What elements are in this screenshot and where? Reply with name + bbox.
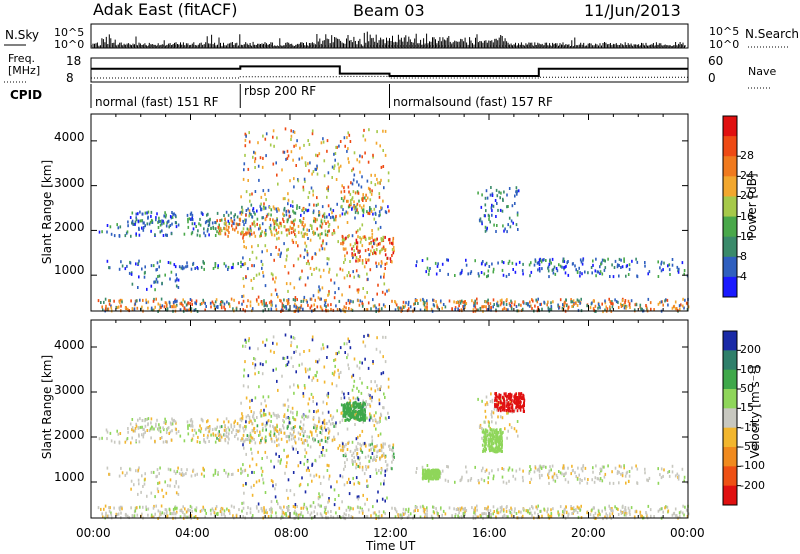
nsearch-label: N.Search [745,27,800,41]
power-colorbar-swatch [723,216,737,238]
velocity-colorbar-swatch [723,466,737,487]
freq-label-line2: [MHz] [8,64,41,77]
freq-tick-bottom: 8 [66,71,74,85]
nsky-tick-bottom: 10^0 [54,38,85,51]
cpid-segment-2: rbsp 200 RF [244,84,317,98]
power-colorbar-swatch [723,156,737,177]
xlabel: Time UT [366,539,416,553]
station-title: Adak East (fitACF) [93,0,238,19]
nave-tick-top: 60 [708,54,724,68]
power-ytick-4000: 4000 [54,130,85,144]
freq-line [91,65,688,77]
power-colorbar-swatch [723,276,737,298]
velocity-colorbar-swatch [723,485,737,506]
freq-label-line1: Freq. [8,52,36,65]
xtick-0000: 00:00 [76,526,111,540]
power-ytick-2000: 2000 [54,220,85,234]
velocity-colorbar-swatch [723,389,737,409]
velocity-colorbar-tick-label: 50 [740,382,754,395]
power-colorbar-swatch [723,196,737,218]
power-colorbar-tick-label: 4 [740,269,747,283]
nave-tick-bottom: 0 [708,71,716,85]
freq-tick-top: 18 [66,54,82,68]
power-ytick-1000: 1000 [54,263,85,277]
velocity-ytick-3000: 3000 [54,383,85,397]
xtick-1200: 12:00 [373,526,408,540]
xtick-1600: 16:00 [472,526,507,540]
cpid-segment-1: normal (fast) 151 RF [95,95,219,109]
velocity-colorbar-tick-label: 200 [740,343,761,357]
power-heatmap-cells [97,127,690,314]
velocity-colorbar-frame [722,330,738,506]
nsky-label: N.Sky [5,28,40,42]
power-colorbar-frame [722,115,738,298]
power-ytick-3000: 3000 [54,176,85,190]
power-colorbar-tick-label: 8 [740,249,747,263]
velocity-colorbar-swatch [723,408,737,429]
velocity-ytick-4000: 4000 [54,338,85,352]
xtick-2400: 00:00 [670,526,705,540]
velocity-heatmap-cells [97,333,690,521]
power-colorbar-tick-label: 24 [740,169,754,183]
power-colorbar-tick-label: 20 [740,189,754,203]
xtick-0800: 08:00 [274,526,309,540]
velocity-colorbar-tick-label: 100 [740,362,761,376]
cpid-label: CPID [10,88,43,102]
velocity-colorbar-swatch [723,447,737,467]
nave-line [91,75,688,79]
power-colorbar-swatch [723,136,737,157]
date-title: 11/Jun/2013 [584,1,681,20]
xtick-2000: 20:00 [571,526,606,540]
nave-label: Nave [748,65,777,78]
velocity-colorbar-swatch [723,369,737,390]
cpid-segment-3: normalsound (fast) 157 RF [393,95,553,109]
power-colorbar-swatch [723,256,737,278]
nsky-tick-top: 10^5 [54,26,85,39]
velocity-colorbar-swatch [723,350,737,371]
velocity-colorbar-tick-label: -50 [740,440,758,453]
nsearch-tick-bottom: 10^0 [709,38,740,51]
velocity-colorbar-swatch [723,331,737,351]
power-colorbar-swatch [723,236,737,258]
velocity-colorbar-tick-label: -100 [740,459,765,473]
nsearch-tick-top: 10^5 [709,25,740,38]
power-colorbar-tick-label: 28 [740,149,754,163]
power-colorbar-tick-label: 12 [740,229,754,243]
power-colorbar-tick-label: 16 [740,209,754,223]
xtick-0400: 04:00 [175,526,210,540]
velocity-ytick-2000: 2000 [54,428,85,442]
velocity-colorbar-tick-label: -200 [740,478,765,492]
beam-title: Beam 03 [353,1,425,20]
freq-frame [90,57,689,83]
power-colorbar-swatch [723,116,737,137]
velocity-ytick-1000: 1000 [54,470,85,484]
power-colorbar-swatch [723,176,737,197]
velocity-colorbar-tick-label: -15 [740,420,758,434]
velocity-colorbar-tick-label: 15 [740,401,754,415]
velocity-colorbar-swatch [723,427,737,448]
